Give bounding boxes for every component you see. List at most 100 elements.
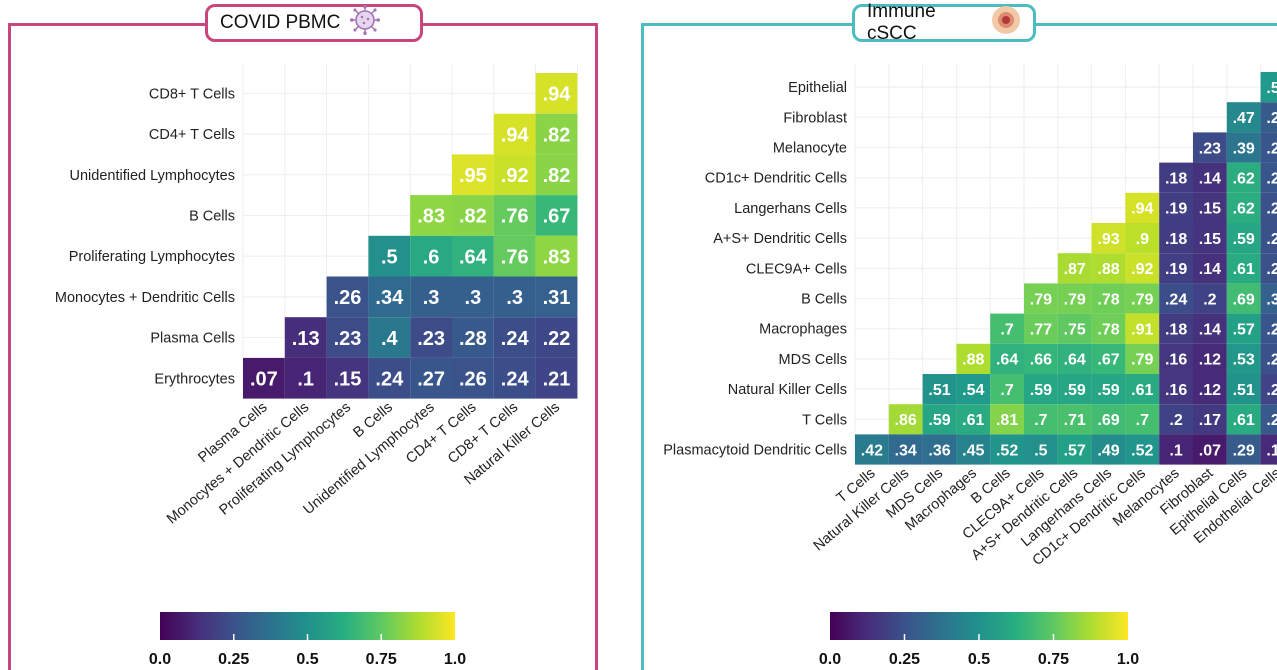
cell-value-label: .25: [1266, 261, 1277, 278]
cell-value-label: .39: [1233, 140, 1255, 157]
cell-value-label: .87: [1064, 261, 1086, 278]
cell-value-label: .79: [1030, 291, 1052, 308]
heatmap-cell: [410, 276, 452, 318]
heatmap-cell: [1125, 223, 1160, 254]
cell-value-label: .79: [1131, 352, 1153, 369]
row-label: Melanocyte: [773, 141, 847, 157]
row-label: A+S+ Dendritic Cells: [713, 231, 847, 247]
heatmap-cell: [1260, 343, 1277, 374]
row-label: Plasma Cells: [150, 331, 235, 347]
heatmap-cell: [535, 73, 578, 114]
heatmap-cell: [956, 374, 991, 405]
row-label: CLEC9A+ Cells: [746, 261, 847, 277]
heatmap-cell: [1260, 404, 1277, 435]
heatmap-cell: [535, 317, 578, 358]
cell-value-label: .18: [1165, 170, 1187, 187]
colorbar-tick-label: 0.5: [296, 651, 318, 668]
cell-value-label: .25: [1266, 352, 1277, 369]
cell-value-label: .83: [417, 206, 445, 228]
heatmap-cell: [284, 317, 327, 358]
heatmap-cell: [1260, 132, 1277, 163]
heatmap-cell: [1091, 374, 1126, 405]
heatmap-cell: [1125, 404, 1160, 435]
heatmap-cell: [956, 404, 991, 435]
heatmap-cell: [1193, 162, 1227, 193]
heatmap-cell: [1260, 102, 1277, 133]
cell-value-label: .16: [1165, 352, 1187, 369]
heatmap-cell: [535, 357, 578, 399]
cell-value-label: .62: [1233, 170, 1255, 187]
heatmap-cell: [1260, 313, 1277, 344]
heatmap-cell: [1193, 374, 1227, 405]
cell-value-label: .12: [1199, 352, 1221, 369]
cell-value-label: .23: [1199, 140, 1221, 157]
cell-value-label: .27: [417, 368, 445, 390]
heatmap-cell: [956, 434, 991, 465]
heatmap-cell: [1260, 253, 1277, 284]
cell-value-label: .15: [1199, 231, 1221, 248]
heatmap-cell: [1091, 343, 1126, 374]
cell-value-label: .83: [543, 246, 571, 268]
heatmap-cell: [368, 235, 411, 277]
row-label: CD8+ T Cells: [149, 86, 235, 102]
row-label: Epithelial: [788, 80, 847, 96]
cell-value-label: .34: [375, 287, 404, 309]
heatmap-cell: [1159, 343, 1193, 374]
cell-value-label: .4: [381, 328, 399, 350]
heatmap-cell: [368, 357, 411, 399]
heatmap-cell: [493, 317, 536, 358]
colorbar-tick-label: 0.75: [1038, 651, 1069, 668]
heatmap-cell: [1260, 162, 1277, 193]
colorbar-tick-label: 0.25: [889, 651, 920, 668]
heatmap-cell: [1091, 283, 1126, 314]
cell-value-label: .25: [1266, 201, 1277, 218]
heatmap-cell: [1057, 404, 1092, 435]
cell-value-label: .24: [1165, 291, 1187, 308]
cell-value-label: .59: [1233, 231, 1255, 248]
immune-cscc-title: Immune cSCC: [867, 1, 936, 44]
cell-value-label: .3: [506, 287, 523, 309]
cell-value-label: .15: [334, 368, 362, 390]
cell-value-label: .1: [297, 368, 314, 390]
cell-value-label: .27: [1266, 321, 1277, 338]
cell-value-label: .22: [543, 328, 571, 350]
row-label: B Cells: [801, 292, 847, 308]
cell-value-label: .61: [1233, 412, 1255, 429]
heatmap-cell: [410, 317, 452, 358]
cell-value-label: .21: [1266, 382, 1277, 399]
heatmap-cell: [452, 154, 494, 196]
heatmap-cell: [535, 195, 578, 236]
colorbar-tick-label: 0.75: [366, 651, 397, 668]
heatmap-cell: [1226, 192, 1261, 223]
heatmap-cell: [990, 434, 1024, 465]
row-label: Macrophages: [759, 322, 847, 338]
heatmap-cell: [326, 357, 369, 399]
row-label: Proliferating Lymphocytes: [69, 249, 235, 265]
cell-value-label: .13: [292, 328, 320, 350]
cell-value-label: .59: [1030, 382, 1052, 399]
cell-value-label: .94: [543, 84, 572, 106]
heatmap-cell: [493, 235, 536, 277]
cell-value-label: .27: [1266, 140, 1277, 157]
colorbar-tick-label: 1.0: [1117, 651, 1139, 668]
virus-icon: [350, 5, 381, 41]
cell-value-label: .91: [1131, 321, 1153, 338]
cell-value-label: .62: [1233, 201, 1255, 218]
heatmap-cell: [452, 317, 494, 358]
heatmap-cell: [922, 374, 957, 405]
heatmap-cell: [855, 434, 889, 465]
heatmap-cell: [1159, 223, 1193, 254]
heatmap-cell: [1193, 313, 1227, 344]
heatmap-cell: [410, 235, 452, 277]
cell-value-label: .51: [1233, 382, 1255, 399]
cell-value-label: .59: [1064, 382, 1086, 399]
heatmap-cell: [1091, 313, 1126, 344]
heatmap-cell: [1193, 343, 1227, 374]
cell-value-label: .31: [543, 287, 571, 309]
row-label: CD4+ T Cells: [149, 127, 235, 143]
cell-value-label: .52: [996, 442, 1018, 459]
heatmap-cell: [1024, 283, 1058, 314]
cell-value-label: .3: [423, 287, 440, 309]
heatmap-cell: [922, 404, 957, 435]
heatmap-cell: [1260, 374, 1277, 405]
